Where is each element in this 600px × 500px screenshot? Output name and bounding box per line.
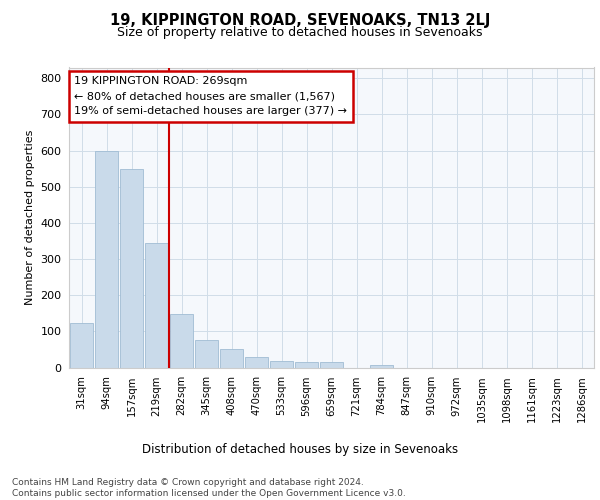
- Bar: [370, 364, 393, 368]
- Bar: [170, 314, 193, 368]
- Bar: [145, 243, 168, 368]
- Bar: [220, 348, 243, 368]
- Bar: [95, 150, 118, 368]
- Text: Contains HM Land Registry data © Crown copyright and database right 2024.
Contai: Contains HM Land Registry data © Crown c…: [12, 478, 406, 498]
- Bar: [245, 356, 268, 368]
- Bar: [70, 324, 93, 368]
- Text: 19, KIPPINGTON ROAD, SEVENOAKS, TN13 2LJ: 19, KIPPINGTON ROAD, SEVENOAKS, TN13 2LJ: [110, 12, 490, 28]
- Text: Size of property relative to detached houses in Sevenoaks: Size of property relative to detached ho…: [117, 26, 483, 39]
- Bar: [120, 168, 143, 368]
- Bar: [320, 362, 343, 368]
- Bar: [270, 362, 293, 368]
- Y-axis label: Number of detached properties: Number of detached properties: [25, 130, 35, 305]
- Text: 19 KIPPINGTON ROAD: 269sqm
← 80% of detached houses are smaller (1,567)
19% of s: 19 KIPPINGTON ROAD: 269sqm ← 80% of deta…: [74, 76, 347, 116]
- Bar: [195, 340, 218, 367]
- Bar: [295, 362, 318, 368]
- Text: Distribution of detached houses by size in Sevenoaks: Distribution of detached houses by size …: [142, 442, 458, 456]
